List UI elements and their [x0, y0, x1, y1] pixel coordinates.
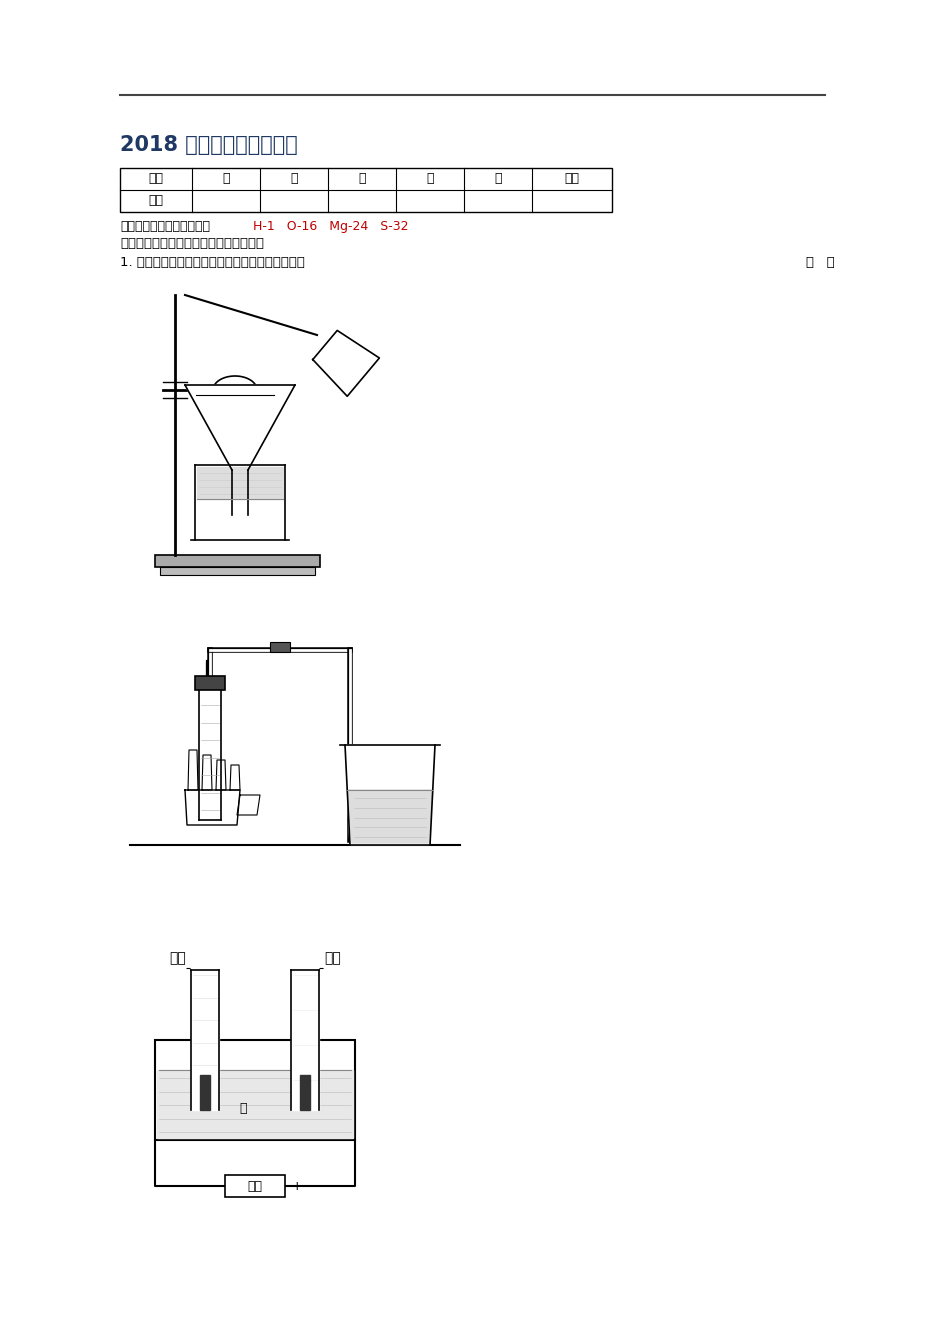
- Text: −: −: [208, 1179, 218, 1193]
- Text: 五: 五: [494, 172, 501, 186]
- Bar: [270, 642, 290, 652]
- Bar: [200, 394, 270, 406]
- Bar: [155, 1040, 355, 1140]
- Polygon shape: [216, 759, 226, 790]
- Polygon shape: [291, 971, 319, 1110]
- Polygon shape: [157, 1070, 353, 1138]
- Polygon shape: [200, 1075, 210, 1110]
- Bar: [120, 168, 612, 213]
- Text: 氧气: 氧气: [324, 951, 341, 965]
- Text: 氢气: 氢气: [169, 951, 186, 965]
- Polygon shape: [299, 1075, 310, 1110]
- Polygon shape: [229, 765, 240, 790]
- Text: 可能用到的相对原子质量：: 可能用到的相对原子质量：: [120, 221, 210, 233]
- Text: 电池: 电池: [247, 1179, 262, 1193]
- Polygon shape: [185, 790, 240, 825]
- Polygon shape: [202, 755, 211, 790]
- Text: 三: 三: [358, 172, 365, 186]
- Text: 一: 一: [222, 172, 229, 186]
- Polygon shape: [194, 465, 285, 540]
- Polygon shape: [345, 745, 434, 845]
- Text: H-1   O-16   Mg-24   S-32: H-1 O-16 Mg-24 S-32: [253, 221, 408, 233]
- Polygon shape: [191, 971, 219, 1110]
- Text: 1. 在小明所做的下列实验中，发生了化学变化的是: 1. 在小明所做的下列实验中，发生了化学变化的是: [120, 255, 305, 269]
- Polygon shape: [232, 471, 247, 515]
- Polygon shape: [188, 750, 198, 790]
- Polygon shape: [346, 790, 432, 844]
- Text: 二: 二: [290, 172, 297, 186]
- Bar: [194, 677, 225, 690]
- Text: 题号: 题号: [148, 172, 163, 186]
- Polygon shape: [185, 385, 295, 471]
- Text: 总分: 总分: [564, 172, 579, 186]
- Polygon shape: [196, 467, 282, 499]
- Text: 水: 水: [239, 1102, 246, 1115]
- Text: 四: 四: [426, 172, 433, 186]
- Text: 一、单项选择题（每小题１分，共８分）: 一、单项选择题（每小题１分，共８分）: [120, 237, 263, 250]
- Polygon shape: [312, 330, 379, 396]
- Text: 2018 吉林省中考化学试卷: 2018 吉林省中考化学试卷: [120, 135, 297, 155]
- Bar: [155, 555, 320, 567]
- Bar: [160, 567, 314, 575]
- Text: （   ）: （ ）: [805, 255, 834, 269]
- Bar: [225, 1175, 285, 1197]
- Polygon shape: [237, 796, 260, 816]
- Text: 得分: 得分: [148, 194, 163, 207]
- Polygon shape: [199, 690, 221, 820]
- Text: +: +: [292, 1179, 302, 1193]
